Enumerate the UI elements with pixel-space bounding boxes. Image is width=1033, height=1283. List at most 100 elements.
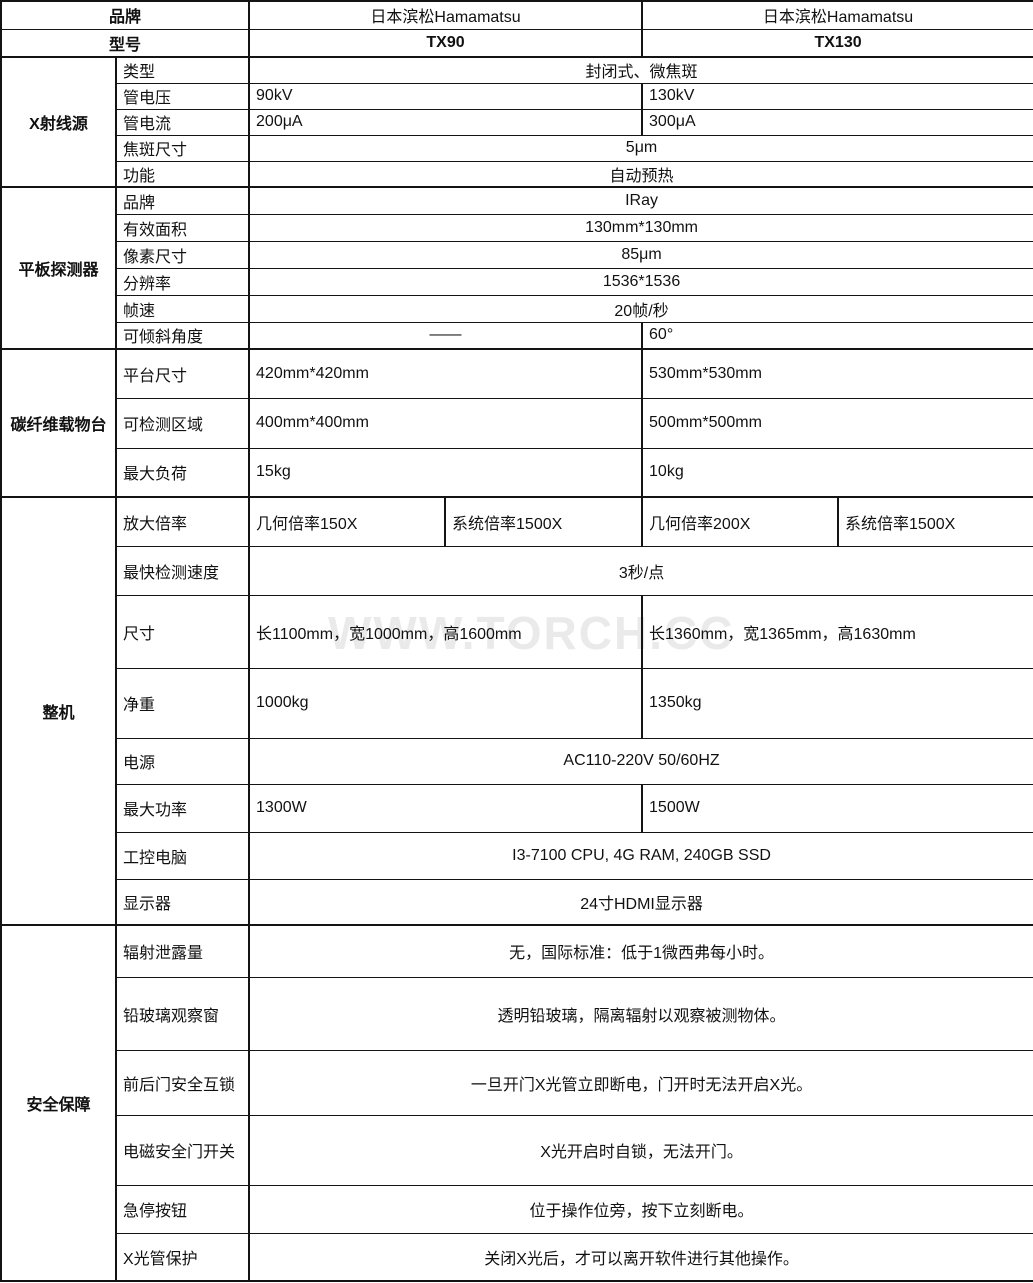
spec-value-span: 位于操作位旁，按下立刻断电。 bbox=[248, 1184, 1033, 1234]
spec-label: 帧速 bbox=[114, 294, 251, 323]
row-magnification: 整机 放大倍率 几何倍率150X 系统倍率1500X 几何倍率200X 系统倍率… bbox=[0, 496, 1033, 926]
spec-value-b2: 系统倍率1500X bbox=[837, 496, 1033, 547]
spec-value-a: 90kV bbox=[248, 82, 644, 110]
model-label: 型号 bbox=[0, 28, 251, 58]
spec-value-a: —— bbox=[248, 321, 644, 350]
spec-value-a: 长1100mm，宽1000mm，高1600mm bbox=[248, 594, 644, 669]
spec-label: 放大倍率 bbox=[114, 496, 251, 547]
model-value-a: TX90 bbox=[248, 28, 644, 58]
spec-label: 最大负荷 bbox=[114, 447, 251, 498]
spec-label: 有效面积 bbox=[114, 213, 251, 242]
row-model: 型号 TX90 TX130 bbox=[0, 28, 1033, 58]
row-brand: 品牌 日本滨松Hamamatsu 日本滨松Hamamatsu bbox=[0, 0, 1033, 30]
row-pixel-size: 像素尺寸 85μm bbox=[1, 240, 1033, 269]
spec-label: 管电流 bbox=[114, 108, 251, 136]
row-tube-protection: X光管保护 关闭X光后，才可以离开软件进行其他操作。 bbox=[1, 1232, 1033, 1282]
spec-label: 工控电脑 bbox=[114, 831, 251, 880]
row-power-supply: 电源 AC110-220V 50/60HZ bbox=[1, 737, 1033, 785]
spec-label: 管电压 bbox=[114, 82, 251, 110]
spec-value-span: 20帧/秒 bbox=[248, 294, 1033, 323]
model-value-b: TX130 bbox=[641, 28, 1033, 58]
row-door-interlock: 前后门安全互锁 一旦开门X光管立即断电，门开时无法开启X光。 bbox=[1, 1049, 1033, 1116]
spec-value-a: 420mm*420mm bbox=[248, 348, 644, 399]
row-frame-rate: 帧速 20帧/秒 bbox=[1, 294, 1033, 323]
row-platform-size: 碳纤维载物台 平台尺寸 420mm*420mm 530mm*530mm bbox=[0, 348, 1033, 498]
spec-label: 电磁安全门开关 bbox=[114, 1114, 251, 1186]
section-label-xray-source: X射线源 bbox=[0, 56, 117, 188]
spec-value-b: 130kV bbox=[641, 82, 1033, 110]
spec-label: 最大功率 bbox=[114, 783, 251, 833]
spec-value-span: 1536*1536 bbox=[248, 267, 1033, 296]
row-max-load: 最大负荷 15kg 10kg bbox=[1, 447, 1033, 498]
spec-value-span: 无，国际标准：低于1微西弗每小时。 bbox=[248, 924, 1033, 978]
spec-label: 分辨率 bbox=[114, 267, 251, 296]
spec-value-b: 300μA bbox=[641, 108, 1033, 136]
spec-value-span: 130mm*130mm bbox=[248, 213, 1033, 242]
spec-value-b: 长1360mm，宽1365mm，高1630mm bbox=[641, 594, 1033, 669]
spec-value-span: 一旦开门X光管立即断电，门开时无法开启X光。 bbox=[248, 1049, 1033, 1116]
spec-value-span: 关闭X光后，才可以离开软件进行其他操作。 bbox=[248, 1232, 1033, 1282]
row-resolution: 分辨率 1536*1536 bbox=[1, 267, 1033, 296]
spec-value-span: AC110-220V 50/60HZ bbox=[248, 737, 1033, 785]
spec-label: 电源 bbox=[114, 737, 251, 785]
brand-value-a: 日本滨松Hamamatsu bbox=[248, 0, 644, 30]
spec-label: 急停按钮 bbox=[114, 1184, 251, 1234]
row-lead-glass-window: 铅玻璃观察窗 透明铅玻璃，隔离辐射以观察被测物体。 bbox=[1, 976, 1033, 1051]
spec-label: 最快检测速度 bbox=[114, 545, 251, 596]
spec-label: 可倾斜角度 bbox=[114, 321, 251, 350]
spec-value-span: 封闭式、微焦斑 bbox=[248, 56, 1033, 84]
spec-label: 焦斑尺寸 bbox=[114, 134, 251, 162]
spec-value-span: 24寸HDMI显示器 bbox=[248, 878, 1033, 926]
row-effective-area: 有效面积 130mm*130mm bbox=[1, 213, 1033, 242]
section-label-whole-machine: 整机 bbox=[0, 496, 117, 926]
spec-value-b1: 几何倍率200X bbox=[641, 496, 840, 547]
spec-label: 净重 bbox=[114, 667, 251, 739]
spec-label: 显示器 bbox=[114, 878, 251, 926]
spec-value-a1: 几何倍率150X bbox=[248, 496, 447, 547]
row-test-speed: 最快检测速度 3秒/点 bbox=[1, 545, 1033, 596]
spec-label: 品牌 bbox=[114, 186, 251, 215]
spec-value-a: 200μA bbox=[248, 108, 644, 136]
spec-value-a: 15kg bbox=[248, 447, 644, 498]
row-industrial-pc: 工控电脑 I3-7100 CPU, 4G RAM, 240GB SSD bbox=[1, 831, 1033, 880]
spec-value-span: I3-7100 CPU, 4G RAM, 240GB SSD bbox=[248, 831, 1033, 880]
row-dimensions: 尺寸 长1100mm，宽1000mm，高1600mm 长1360mm，宽1365… bbox=[1, 594, 1033, 669]
row-emergency-stop: 急停按钮 位于操作位旁，按下立刻断电。 bbox=[1, 1184, 1033, 1234]
spec-label: 前后门安全互锁 bbox=[114, 1049, 251, 1116]
row-tilt-angle: 可倾斜角度 —— 60° bbox=[1, 321, 1033, 350]
spec-value-a: 1000kg bbox=[248, 667, 644, 739]
row-xray-type: X射线源 类型 封闭式、微焦斑 bbox=[0, 56, 1033, 188]
spec-label: 尺寸 bbox=[114, 594, 251, 669]
spec-value-span: 自动预热 bbox=[248, 160, 1033, 188]
spec-label: X光管保护 bbox=[114, 1232, 251, 1282]
row-net-weight: 净重 1000kg 1350kg bbox=[1, 667, 1033, 739]
section-label-flat-panel-detector: 平板探测器 bbox=[0, 186, 117, 350]
row-monitor: 显示器 24寸HDMI显示器 bbox=[1, 878, 1033, 926]
spec-value-a2: 系统倍率1500X bbox=[444, 496, 644, 547]
spec-value-span: X光开启时自锁，无法开门。 bbox=[248, 1114, 1033, 1186]
row-inspect-area: 可检测区域 400mm*400mm 500mm*500mm bbox=[1, 397, 1033, 449]
brand-label: 品牌 bbox=[0, 0, 251, 30]
spec-value-b: 10kg bbox=[641, 447, 1033, 498]
spec-value-span: 透明铅玻璃，隔离辐射以观察被测物体。 bbox=[248, 976, 1033, 1051]
spec-label: 辐射泄露量 bbox=[114, 924, 251, 978]
spec-value-a: 1300W bbox=[248, 783, 644, 833]
spec-value-b: 60° bbox=[641, 321, 1033, 350]
section-label-safety: 安全保障 bbox=[0, 924, 117, 1282]
row-max-power: 最大功率 1300W 1500W bbox=[1, 783, 1033, 833]
spec-value-b: 1350kg bbox=[641, 667, 1033, 739]
spec-label: 平台尺寸 bbox=[114, 348, 251, 399]
spec-label: 像素尺寸 bbox=[114, 240, 251, 269]
spec-value-span: 85μm bbox=[248, 240, 1033, 269]
spec-value-b: 530mm*530mm bbox=[641, 348, 1033, 399]
row-tube-current: 管电流 200μA 300μA bbox=[1, 108, 1033, 136]
brand-value-b: 日本滨松Hamamatsu bbox=[641, 0, 1033, 30]
spec-value-span: 5μm bbox=[248, 134, 1033, 162]
spec-value-span: 3秒/点 bbox=[248, 545, 1033, 596]
spec-label: 功能 bbox=[114, 160, 251, 188]
spec-label: 铅玻璃观察窗 bbox=[114, 976, 251, 1051]
row-function: 功能 自动预热 bbox=[1, 160, 1033, 188]
spec-value-b: 500mm*500mm bbox=[641, 397, 1033, 449]
row-magnetic-door-switch: 电磁安全门开关 X光开启时自锁，无法开门。 bbox=[1, 1114, 1033, 1186]
